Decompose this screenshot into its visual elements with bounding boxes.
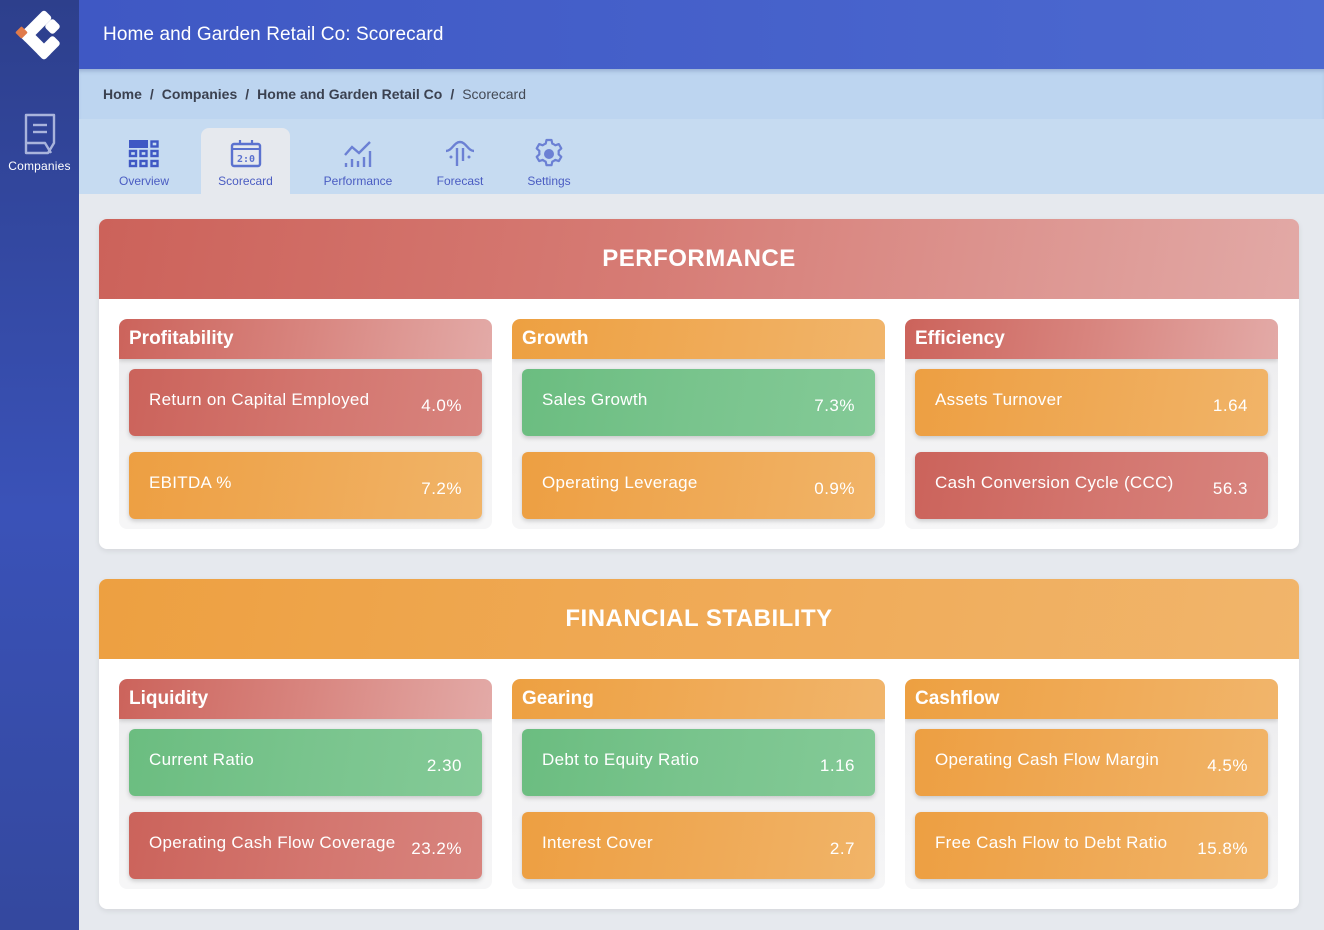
metric-debt-to-equity-ratio[interactable]: Debt to Equity Ratio 1.16 <box>522 729 875 796</box>
metric-label: Assets Turnover <box>935 389 1063 409</box>
breadcrumb: Home / Companies / Home and Garden Retai… <box>79 69 1324 119</box>
page-title: Home and Garden Retail Co: Scorecard <box>103 23 444 45</box>
metric-cash-conversion-cycle[interactable]: Cash Conversion Cycle (CCC) 56.3 <box>915 452 1268 519</box>
sidebar-item-label: Companies <box>8 159 71 173</box>
metric-value: 4.0% <box>421 395 462 415</box>
breadcrumb-current: Scorecard <box>462 86 527 102</box>
metric-value: 7.2% <box>421 478 462 498</box>
section-header: PERFORMANCE <box>99 219 1299 299</box>
top-bar: Home and Garden Retail Co: Scorecard <box>79 0 1324 69</box>
group-header: Efficiency <box>905 319 1278 359</box>
group-header: Gearing <box>512 679 885 719</box>
breadcrumb-companies[interactable]: Companies <box>161 86 238 102</box>
forecast-icon <box>444 137 476 171</box>
metric-value: 23.2% <box>411 838 462 858</box>
metric-operating-cash-flow-coverage[interactable]: Operating Cash Flow Coverage 23.2% <box>129 812 482 879</box>
chart-trend-icon <box>342 137 374 171</box>
svg-text:2:0: 2:0 <box>236 154 254 165</box>
section-header: FINANCIAL STABILITY <box>99 579 1299 659</box>
metric-operating-leverage[interactable]: Operating Leverage 0.9% <box>522 452 875 519</box>
group-header: Liquidity <box>119 679 492 719</box>
section-financial-stability: FINANCIAL STABILITY Liquidity Current Ra… <box>99 579 1299 909</box>
metric-label: Free Cash Flow to Debt Ratio <box>935 832 1168 852</box>
metric-value: 2.30 <box>426 755 462 775</box>
metric-value: 15.8% <box>1197 838 1248 858</box>
sidebar: Companies <box>0 0 79 930</box>
metric-value: 56.3 <box>1212 478 1248 498</box>
scorecard-content: PERFORMANCE Profitability Return on Capi… <box>99 219 1299 930</box>
tab-label: Overview <box>118 174 169 188</box>
metric-free-cash-flow-to-debt-ratio[interactable]: Free Cash Flow to Debt Ratio 15.8% <box>915 812 1268 879</box>
tab-settings[interactable]: Settings <box>514 128 584 194</box>
group-header: Cashflow <box>905 679 1278 719</box>
metric-label: Debt to Equity Ratio <box>542 749 700 769</box>
metric-label: Operating Cash Flow Coverage <box>149 832 396 852</box>
section-performance: PERFORMANCE Profitability Return on Capi… <box>99 219 1299 549</box>
logo-icon <box>15 10 60 59</box>
tab-performance[interactable]: Performance <box>302 128 414 194</box>
metric-value: 0.9% <box>814 478 855 498</box>
metric-label: Cash Conversion Cycle (CCC) <box>935 472 1174 492</box>
tab-overview[interactable]: Overview <box>101 128 187 194</box>
group-cashflow: Cashflow Operating Cash Flow Margin 4.5%… <box>905 679 1278 889</box>
tab-label: Scorecard <box>218 174 273 188</box>
metric-sales-growth[interactable]: Sales Growth 7.3% <box>522 369 875 436</box>
tab-label: Settings <box>527 174 571 188</box>
gear-icon <box>533 137 565 171</box>
group-gearing: Gearing Debt to Equity Ratio 1.16 Intere… <box>512 679 885 889</box>
metric-label: Operating Cash Flow Margin <box>935 749 1160 769</box>
metric-label: Sales Growth <box>542 389 648 409</box>
tab-label: Performance <box>323 174 393 188</box>
metric-label: Return on Capital Employed <box>149 389 370 409</box>
metric-value: 2.7 <box>829 838 855 858</box>
tab-scorecard[interactable]: 2:0 Scorecard <box>201 128 290 194</box>
group-liquidity: Liquidity Current Ratio 2.30 Operating C… <box>119 679 492 889</box>
metric-label: Interest Cover <box>542 832 653 852</box>
sidebar-item-companies[interactable]: Companies <box>8 113 71 173</box>
document-list-icon <box>24 113 55 155</box>
tab-label: Forecast <box>436 174 484 188</box>
metric-value: 7.3% <box>814 395 855 415</box>
tab-bar: Overview 2:0 Scorecard Performance <box>79 119 1324 194</box>
metric-current-ratio[interactable]: Current Ratio 2.30 <box>129 729 482 796</box>
group-growth: Growth Sales Growth 7.3% Operating Lever… <box>512 319 885 529</box>
group-efficiency: Efficiency Assets Turnover 1.64 Cash Con… <box>905 319 1278 529</box>
metric-value: 4.5% <box>1207 755 1248 775</box>
metric-operating-cash-flow-margin[interactable]: Operating Cash Flow Margin 4.5% <box>915 729 1268 796</box>
breadcrumb-separator: / <box>149 86 154 102</box>
metric-value: 1.16 <box>819 755 855 775</box>
metric-ebitda[interactable]: EBITDA % 7.2% <box>129 452 482 519</box>
metric-label: Current Ratio <box>149 749 254 769</box>
metric-return-on-capital-employed[interactable]: Return on Capital Employed 4.0% <box>129 369 482 436</box>
metric-label: EBITDA % <box>149 472 232 492</box>
metric-value: 1.64 <box>1212 395 1248 415</box>
app-logo[interactable] <box>0 0 79 69</box>
breadcrumb-home[interactable]: Home <box>103 86 142 102</box>
tab-forecast[interactable]: Forecast <box>420 128 500 194</box>
metric-label: Operating Leverage <box>542 472 698 492</box>
grid-icon <box>128 137 160 171</box>
breadcrumb-separator: / <box>245 86 250 102</box>
scoreboard-icon: 2:0 <box>230 137 262 171</box>
group-header: Profitability <box>119 319 492 359</box>
metric-assets-turnover[interactable]: Assets Turnover 1.64 <box>915 369 1268 436</box>
group-profitability: Profitability Return on Capital Employed… <box>119 319 492 529</box>
metric-interest-cover[interactable]: Interest Cover 2.7 <box>522 812 875 879</box>
group-header: Growth <box>512 319 885 359</box>
breadcrumb-separator: / <box>450 86 455 102</box>
breadcrumb-company[interactable]: Home and Garden Retail Co <box>257 86 443 102</box>
